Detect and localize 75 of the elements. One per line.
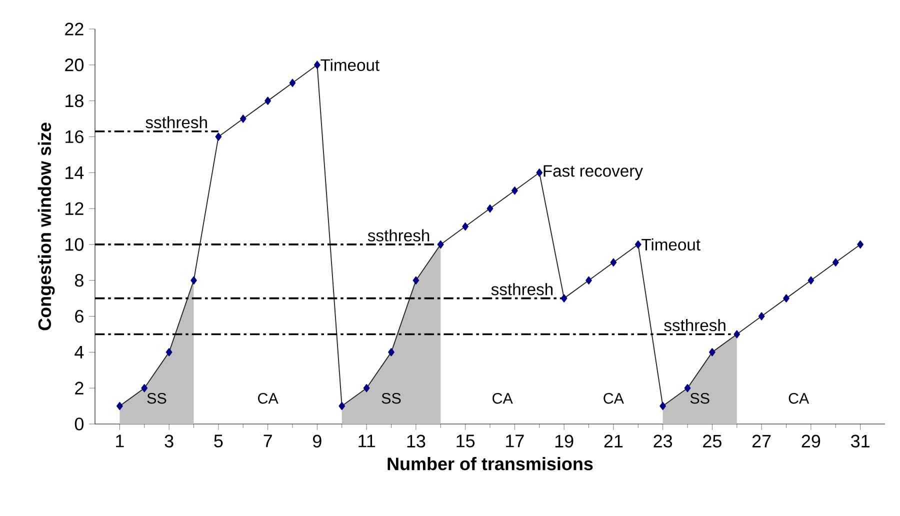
- point: [388, 348, 394, 356]
- point: [215, 132, 222, 141]
- ref-line-label: ssthresh: [664, 319, 726, 332]
- x-tick-label: 3: [164, 434, 174, 448]
- x-tick-label: 31: [851, 434, 870, 448]
- y-tick-label: 20: [65, 58, 84, 72]
- x-axis-title: Number of transmisions: [388, 457, 593, 470]
- x-tick-label: 11: [358, 434, 376, 448]
- point: [512, 186, 518, 195]
- x-tick-label: 15: [456, 434, 475, 448]
- point: [289, 78, 296, 87]
- y-tick-label: 22: [65, 22, 84, 36]
- y-tick-label: 2: [75, 382, 84, 394]
- y-tick-label: 6: [75, 310, 84, 323]
- point: [634, 240, 642, 249]
- x-tick-label: 17: [506, 434, 524, 448]
- y-tick-label: 4: [74, 346, 84, 358]
- annotation: Timeout: [642, 238, 700, 251]
- point: [240, 114, 246, 123]
- point: [857, 240, 864, 249]
- point: [536, 168, 543, 177]
- annotation: SS: [382, 392, 401, 404]
- point: [832, 258, 839, 266]
- point: [709, 348, 716, 356]
- annotation: CA: [258, 392, 278, 404]
- point: [560, 294, 568, 302]
- x-tick-label: 1: [116, 434, 124, 448]
- annotation: CA: [492, 392, 513, 404]
- point: [166, 348, 172, 356]
- y-tick-label: 12: [66, 202, 84, 215]
- point: [363, 384, 370, 392]
- point: [141, 384, 148, 392]
- annotation: SS: [147, 392, 166, 404]
- point: [758, 312, 765, 320]
- annotation: Fast recovery: [544, 165, 643, 180]
- y-tick-label: 0: [74, 418, 84, 430]
- point: [610, 258, 617, 266]
- point: [116, 402, 123, 410]
- y-axis-title: Congestion window size: [38, 122, 55, 330]
- point: [462, 222, 469, 231]
- x-tick-label: 21: [604, 434, 623, 448]
- ref-line-label: ssthresh: [146, 116, 207, 128]
- point: [264, 96, 271, 105]
- x-tick-label: 7: [264, 434, 272, 448]
- y-tick-label: 10: [66, 238, 84, 251]
- point: [783, 294, 790, 302]
- annotation: CA: [788, 392, 810, 404]
- annotation: SS: [690, 392, 710, 404]
- point: [486, 204, 494, 213]
- x-tick-label: 27: [752, 434, 771, 448]
- annotation: Timeout: [320, 58, 380, 71]
- ref-line-label: ssthresh: [368, 229, 430, 242]
- x-tick-label: 9: [313, 434, 322, 448]
- point: [734, 330, 740, 338]
- x-tick-label: 5: [214, 434, 223, 448]
- point: [437, 240, 444, 249]
- point: [190, 276, 197, 284]
- point: [660, 402, 666, 410]
- x-tick-label: 25: [703, 434, 722, 448]
- y-tick-label: 8: [74, 274, 84, 287]
- point: [338, 402, 346, 410]
- y-tick-label: 14: [66, 166, 84, 179]
- x-tick-label: 19: [555, 434, 574, 448]
- point: [314, 60, 320, 69]
- x-tick-label: 29: [802, 434, 820, 448]
- point: [586, 276, 592, 284]
- y-tick-label: 16: [66, 130, 84, 144]
- point: [412, 276, 420, 284]
- point: [684, 384, 691, 392]
- x-tick-label: 23: [654, 434, 672, 448]
- x-tick-label: 13: [407, 434, 426, 448]
- y-tick-label: 18: [66, 94, 84, 108]
- point: [808, 276, 814, 284]
- annotation: CA: [604, 392, 624, 404]
- ref-line-label: ssthresh: [491, 283, 553, 296]
